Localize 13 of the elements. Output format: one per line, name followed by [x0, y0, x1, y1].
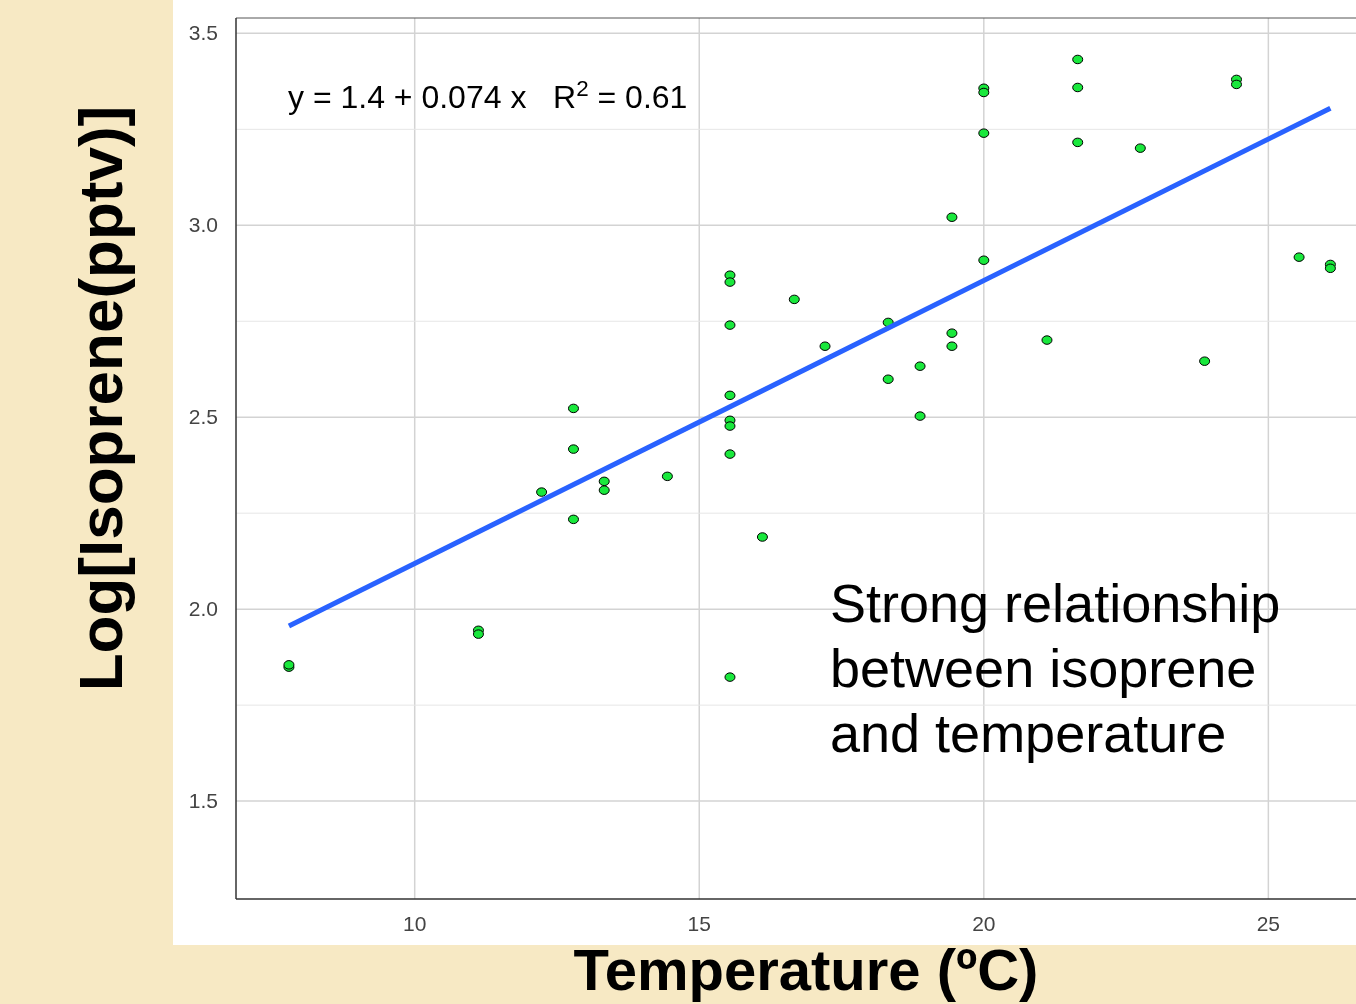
y-axis-title: Log[Isoprene(pptv)]	[66, 105, 135, 692]
x-axis-title: Temperature (ºC)	[573, 937, 1039, 1002]
y-tick-label: 2.0	[188, 597, 218, 621]
y-tick-label: 1.5	[188, 789, 218, 813]
annotation: Strong relationship between isoprene and temperature	[830, 573, 1281, 763]
y-tick-label: 3.0	[188, 213, 218, 237]
annotation: y = 1.4 + 0.074 x R$^{2}$ = 0.61	[288, 75, 688, 115]
y-tick-label: 3.5	[188, 21, 218, 45]
x-tick-label: 10	[403, 912, 427, 935]
x-tick-label: 15	[687, 912, 711, 935]
x-tick-label: 25	[1256, 912, 1281, 935]
x-tick-label: 20	[972, 912, 996, 935]
y-tick-label: 2.5	[188, 405, 218, 429]
